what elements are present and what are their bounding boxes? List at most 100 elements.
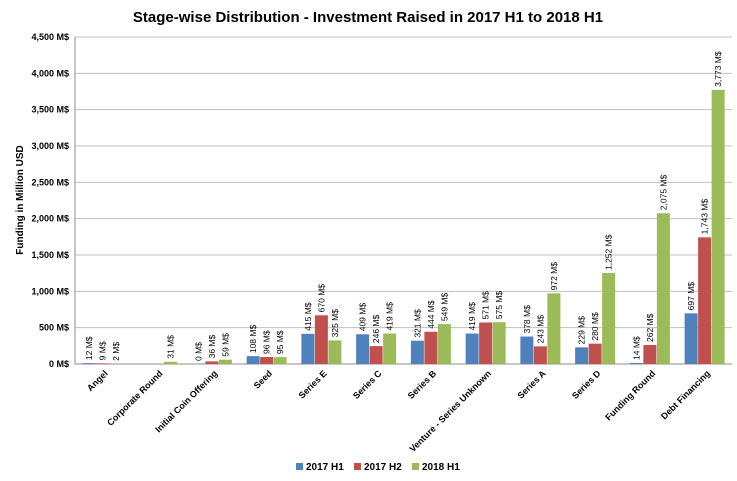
data-label: 108 M$ xyxy=(248,325,258,354)
bar-2018-h1 xyxy=(602,273,616,364)
bar-2017-h1 xyxy=(301,333,315,364)
bar-2018-h1 xyxy=(164,361,178,364)
legend-label: 2017 H2 xyxy=(364,462,402,473)
bars xyxy=(82,89,725,364)
data-label: 1,743 M$ xyxy=(700,199,710,235)
bar-2018-h1 xyxy=(218,359,232,364)
bar-2018-h1 xyxy=(437,324,451,364)
bar-2017-h1 xyxy=(82,363,96,364)
legend-label: 2018 H1 xyxy=(422,462,460,473)
data-label: 571 M$ xyxy=(481,291,491,320)
data-label: 14 M$ xyxy=(631,336,641,360)
bar-2017-h1 xyxy=(520,336,534,364)
bar-2017-h1 xyxy=(684,313,698,364)
bar-2018-h1 xyxy=(547,293,561,364)
legend-swatch xyxy=(354,463,361,470)
data-label: 444 M$ xyxy=(426,300,436,329)
category-label: Corporate Round xyxy=(105,368,164,427)
bar-2017-h2 xyxy=(260,357,274,364)
data-label: 246 M$ xyxy=(371,314,381,343)
bar-2017-h2 xyxy=(643,344,657,364)
gridlines xyxy=(74,36,732,365)
data-label: 262 M$ xyxy=(645,313,655,342)
data-label: 419 M$ xyxy=(385,302,395,331)
bar-2017-h1 xyxy=(246,356,260,364)
data-label: 378 M$ xyxy=(522,305,532,334)
category-label: Initial Coin Offering xyxy=(153,368,219,434)
bar-2018-h1 xyxy=(383,333,397,364)
data-label: 31 M$ xyxy=(166,335,176,359)
y-tick-label: 3,500 M$ xyxy=(31,105,69,115)
bar-2017-h2 xyxy=(369,346,383,364)
category-label: Series D xyxy=(570,368,603,401)
bar-2017-h2 xyxy=(698,237,712,364)
bar-2018-h1 xyxy=(492,322,506,364)
bar-2017-h1 xyxy=(629,362,643,364)
data-label: 670 M$ xyxy=(316,284,326,313)
y-tick-label: 2,000 M$ xyxy=(31,214,69,224)
data-label: 1,252 M$ xyxy=(604,234,614,270)
data-labels: 12 M$ 9 M$ 2 M$ 31 M$ 0 M$ 36 M$ 59 M$ 108 M$ 96… xyxy=(84,51,723,361)
bar-2017-h2 xyxy=(95,363,109,364)
legend: 2017 H1 2017 H2 2018 H1 xyxy=(296,462,460,473)
category-label: Series A xyxy=(515,368,548,401)
data-label: 325 M$ xyxy=(330,309,340,338)
y-axis-label: Funding in Million USD xyxy=(15,145,26,254)
bar-2018-h1 xyxy=(711,89,725,364)
y-tick-label: 1,000 M$ xyxy=(31,286,69,296)
category-label: Funding Round xyxy=(603,368,657,422)
legend-swatch xyxy=(296,463,303,470)
data-label: 0 M$ xyxy=(193,342,203,361)
data-label: 2,075 M$ xyxy=(658,175,668,211)
category-label: Seed xyxy=(252,368,274,390)
bar-2017-h2 xyxy=(424,331,438,364)
bar-2017-h2 xyxy=(479,322,493,364)
y-tick-label: 4,000 M$ xyxy=(31,68,69,78)
y-tick-label: 3,000 M$ xyxy=(31,141,69,151)
y-tick-label: 2,500 M$ xyxy=(31,177,69,187)
y-tick-label: 500 M$ xyxy=(39,323,69,333)
bar-2017-h2 xyxy=(314,315,328,364)
bar-2017-h1 xyxy=(465,333,479,364)
y-tick-label: 4,500 M$ xyxy=(31,32,69,42)
y-axis-ticks: 0 M$ 500 M$ 1,000 M$ 1,500 M$ 2,000 M$ 2,500 … xyxy=(31,32,69,369)
legend-swatch xyxy=(412,463,419,470)
data-label: 9 M$ xyxy=(97,341,107,360)
data-label: 229 M$ xyxy=(577,316,587,345)
category-label: Series E xyxy=(297,368,329,400)
bar-2017-h1 xyxy=(356,334,370,364)
legend-label: 2017 H1 xyxy=(306,462,344,473)
data-label: 575 M$ xyxy=(494,291,504,320)
data-label: 243 M$ xyxy=(535,315,545,344)
bar-2018-h1 xyxy=(656,213,670,364)
data-label: 3,773 M$ xyxy=(713,51,723,87)
bar-2017-h1 xyxy=(575,347,589,364)
data-label: 972 M$ xyxy=(549,262,559,291)
data-label: 36 M$ xyxy=(207,334,217,358)
category-label: Series C xyxy=(351,368,384,401)
data-label: 95 M$ xyxy=(275,330,285,354)
data-label: 321 M$ xyxy=(412,309,422,338)
data-label: 415 M$ xyxy=(303,302,313,331)
bar-2018-h1 xyxy=(328,340,342,364)
data-label: 12 M$ xyxy=(84,336,94,360)
bar-2017-h2 xyxy=(533,346,547,364)
bar-2018-h1 xyxy=(273,357,287,364)
y-tick-label: 0 M$ xyxy=(49,359,69,369)
data-label: 549 M$ xyxy=(439,292,449,321)
data-label: 96 M$ xyxy=(262,330,272,354)
data-label: 2 M$ xyxy=(111,342,121,361)
data-label: 59 M$ xyxy=(220,333,230,357)
data-label: 409 M$ xyxy=(358,303,368,332)
data-label: 697 M$ xyxy=(686,282,696,311)
chart-title: Stage-wise Distribution - Investment Rai… xyxy=(133,9,603,26)
bar-2017-h2 xyxy=(588,343,602,364)
data-label: 419 M$ xyxy=(467,302,477,331)
category-label: Series B xyxy=(406,368,439,401)
data-label: 280 M$ xyxy=(590,312,600,341)
y-tick-label: 1,500 M$ xyxy=(31,250,69,260)
bar-2017-h1 xyxy=(410,340,424,364)
category-label: Angel xyxy=(85,368,110,393)
